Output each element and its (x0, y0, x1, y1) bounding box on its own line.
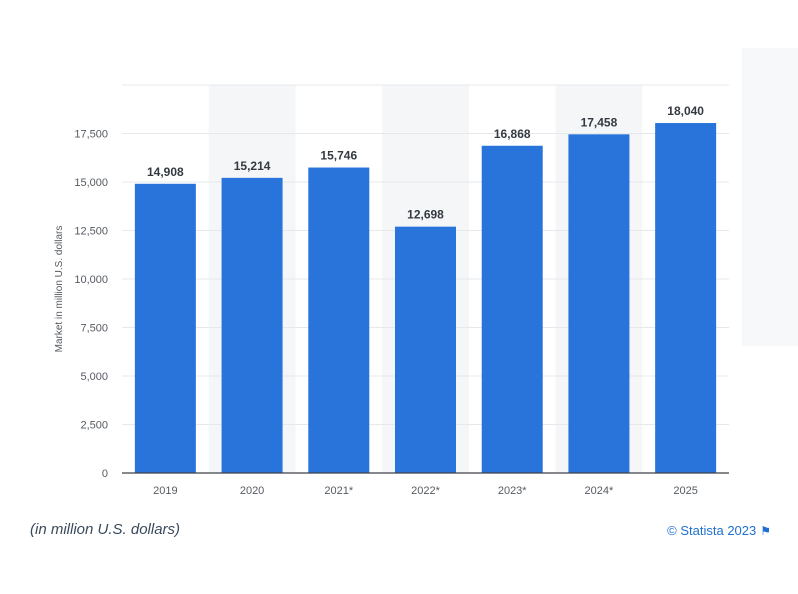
bar-2020 (221, 177, 283, 474)
data-label: 16,868 (494, 127, 531, 141)
data-label: 18,040 (667, 104, 704, 118)
bar-2025 (655, 123, 717, 474)
bar-2021 (308, 167, 370, 474)
statista-credit[interactable]: © Statista 2023 ⚑ (667, 523, 771, 538)
side-panel (742, 48, 798, 346)
y-tick-label: 7,500 (80, 323, 108, 335)
x-tick-label: 2022* (411, 485, 440, 497)
x-tick-label: 2024* (585, 485, 614, 497)
bar-2022 (395, 226, 456, 473)
x-tick-label: 2019 (153, 485, 177, 497)
bar-2024 (568, 134, 630, 473)
y-tick-label: 2,500 (80, 420, 108, 432)
data-label: 15,746 (320, 149, 357, 163)
bar-2023 (481, 145, 543, 473)
x-tick-label: 2023* (498, 485, 527, 497)
bar-2019 (134, 183, 196, 474)
data-label: 14,908 (147, 165, 184, 179)
data-label: 12,698 (407, 208, 444, 222)
y-tick-label: 17,500 (74, 129, 108, 141)
flag-icon[interactable]: ⚑ (760, 524, 771, 538)
y-tick-label: 15,000 (74, 177, 108, 189)
y-axis-title: Market in million U.S. dollars (54, 226, 65, 353)
data-label: 15,214 (234, 159, 271, 173)
x-tick-label: 2025 (673, 485, 697, 497)
y-tick-label: 10,000 (74, 274, 108, 286)
y-tick-label: 12,500 (74, 226, 108, 238)
y-tick-label: 0 (102, 468, 108, 480)
x-tick-label: 2020 (240, 485, 264, 497)
x-tick-label: 2021* (324, 485, 353, 497)
y-tick-label: 5,000 (80, 371, 108, 383)
data-label: 17,458 (581, 115, 618, 129)
footer-note: (in million U.S. dollars) (30, 521, 181, 538)
credit-text: © Statista 2023 (667, 523, 757, 538)
